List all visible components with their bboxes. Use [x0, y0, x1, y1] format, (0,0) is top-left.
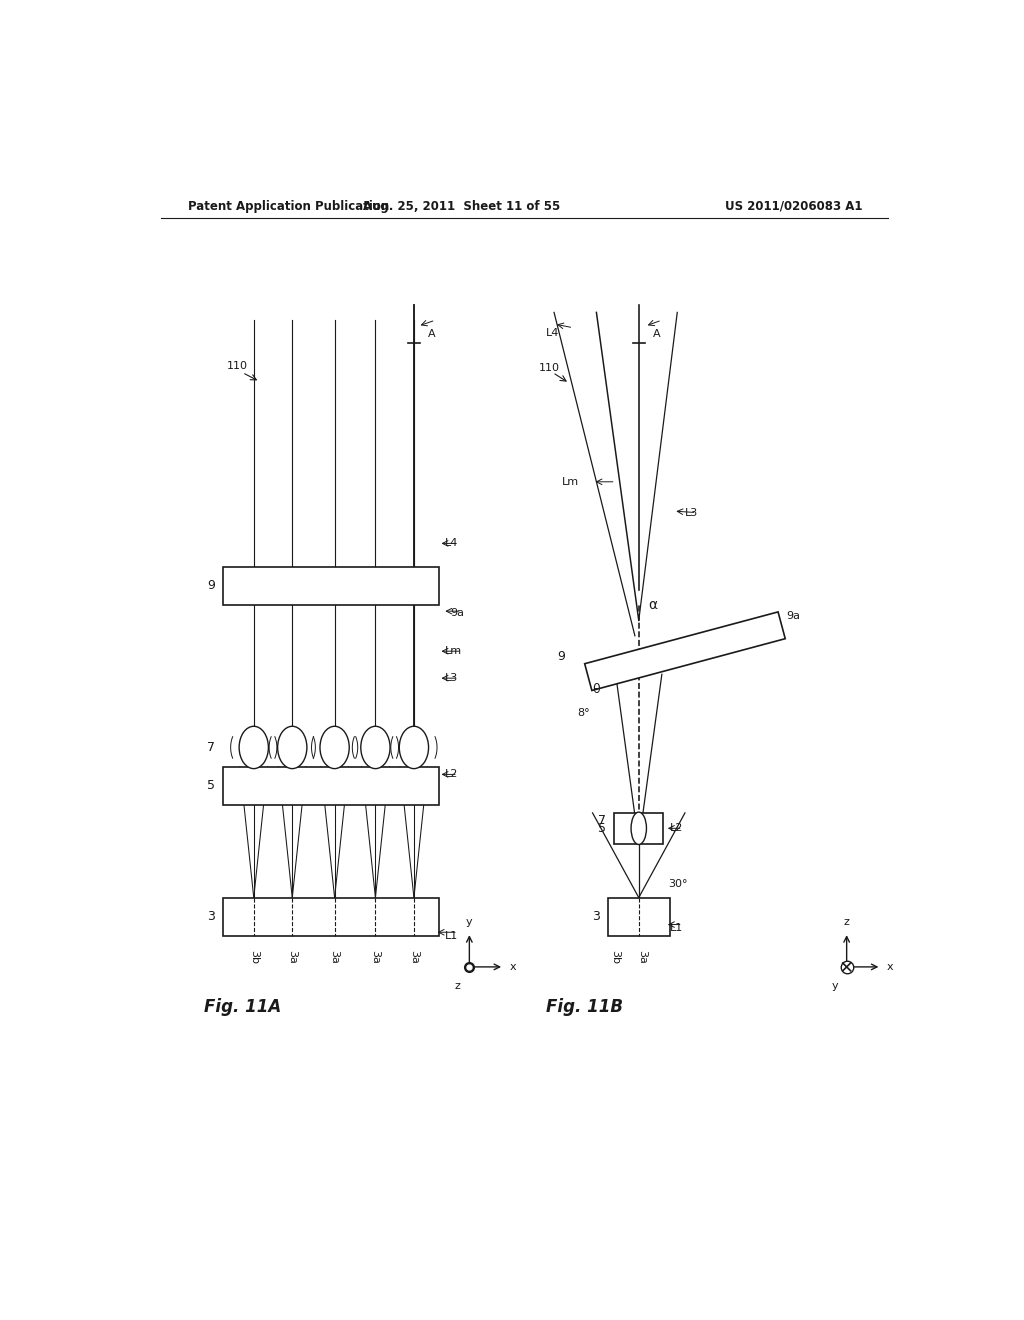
Text: 110: 110: [226, 362, 248, 371]
Text: L3: L3: [444, 673, 458, 684]
Ellipse shape: [319, 726, 349, 768]
Text: 110: 110: [539, 363, 560, 372]
Text: L2: L2: [444, 770, 458, 779]
Text: 5: 5: [598, 822, 606, 834]
Text: y: y: [831, 981, 839, 991]
Text: 3: 3: [593, 911, 600, 924]
Text: Lm: Lm: [562, 477, 579, 487]
Text: 7: 7: [598, 814, 606, 828]
Text: Fig. 11B: Fig. 11B: [547, 998, 624, 1015]
Text: θ: θ: [592, 682, 600, 696]
Ellipse shape: [360, 726, 390, 768]
Text: L2: L2: [670, 824, 683, 833]
Text: x: x: [509, 962, 516, 972]
Text: z: z: [844, 917, 850, 927]
Bar: [223, 898, 438, 936]
Text: Aug. 25, 2011  Sheet 11 of 55: Aug. 25, 2011 Sheet 11 of 55: [364, 199, 560, 213]
Text: L1: L1: [444, 931, 458, 941]
Text: α: α: [648, 598, 657, 612]
Text: 9: 9: [557, 649, 565, 663]
Text: 8°: 8°: [578, 708, 590, 718]
Text: 3: 3: [208, 911, 215, 924]
Text: 5: 5: [207, 779, 215, 792]
Ellipse shape: [278, 726, 307, 768]
Polygon shape: [585, 612, 785, 690]
Text: 3a: 3a: [288, 950, 297, 964]
Text: A: A: [428, 329, 435, 339]
Text: 3a: 3a: [638, 950, 647, 964]
Text: Lm: Lm: [444, 647, 462, 656]
Bar: [223, 767, 438, 805]
Text: 7: 7: [207, 741, 215, 754]
Ellipse shape: [399, 726, 429, 768]
Text: 8°: 8°: [410, 754, 423, 764]
Text: L4: L4: [444, 539, 458, 548]
Text: L4: L4: [547, 327, 560, 338]
Text: Patent Application Publication: Patent Application Publication: [188, 199, 389, 213]
Text: z: z: [455, 981, 461, 991]
Ellipse shape: [631, 812, 646, 845]
Bar: [223, 566, 438, 605]
Text: 3a: 3a: [409, 950, 419, 964]
Text: 30°: 30°: [668, 879, 687, 888]
Text: 3a: 3a: [330, 950, 340, 964]
Ellipse shape: [240, 726, 268, 768]
Text: 9: 9: [208, 579, 215, 593]
Text: 3a: 3a: [371, 950, 381, 964]
Text: α: α: [402, 733, 411, 746]
Text: 9a: 9a: [451, 607, 464, 618]
Text: L1: L1: [670, 924, 683, 933]
Text: US 2011/0206083 A1: US 2011/0206083 A1: [725, 199, 862, 213]
Text: 9a: 9a: [785, 611, 800, 620]
Text: 3b: 3b: [249, 950, 259, 964]
Text: A: A: [652, 329, 660, 339]
Text: x: x: [887, 962, 893, 972]
Bar: [608, 898, 670, 936]
Text: 3b: 3b: [610, 950, 621, 964]
Text: Fig. 11A: Fig. 11A: [204, 998, 281, 1015]
Text: y: y: [466, 917, 473, 927]
Bar: [614, 813, 664, 843]
Text: L3: L3: [685, 508, 698, 517]
